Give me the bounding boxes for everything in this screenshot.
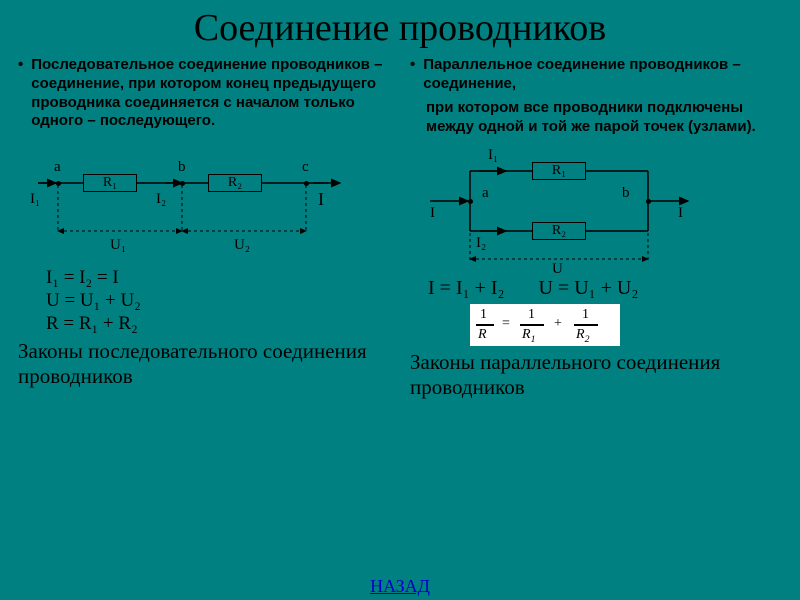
columns: • Последовательное соединение проводнико… xyxy=(0,50,800,400)
lbl-i: I xyxy=(318,189,324,210)
series-formulas: I₁ = I₂ = I U = U₁ + U₂ R = R₁ + R₂ xyxy=(18,267,390,335)
formula-u-equal: U = U₁ + U₂ xyxy=(538,277,638,300)
lbl-u1: U₁ xyxy=(110,237,126,254)
parallel-definition-1: Параллельное соединение проводников – со… xyxy=(423,56,782,94)
parallel-definition-2: при котором все проводники подключены ме… xyxy=(426,98,782,137)
lbl-i2: I₂ xyxy=(156,191,166,208)
resistor-r2: R₂ xyxy=(208,174,262,192)
series-laws-title: Законы последовательного соединения пров… xyxy=(18,339,390,389)
series-definition: Последовательное соединение проводников … xyxy=(31,56,390,131)
lbl-u-p: U xyxy=(552,261,563,278)
lbl-i-right: I xyxy=(678,205,683,222)
resistor-r1: R₁ xyxy=(83,174,137,192)
node-a-p xyxy=(468,199,473,204)
parallel-diagram: R₁ R₂ I₁ a b I I I₂ U xyxy=(410,143,782,273)
bullet-icon: • xyxy=(18,56,23,131)
lbl-b: b xyxy=(178,159,186,176)
resistor-r1-p: R₁ xyxy=(532,162,586,180)
node-c xyxy=(304,181,309,186)
series-diagram: R₁ R₂ a b c I₁ I₂ I U₁ U₂ xyxy=(18,143,390,263)
series-wires xyxy=(18,143,398,263)
column-series: • Последовательное соединение проводнико… xyxy=(18,56,390,400)
lbl-a-p: a xyxy=(482,185,489,202)
column-parallel: • Параллельное соединение проводников – … xyxy=(410,56,782,400)
back-link[interactable]: НАЗАД xyxy=(370,576,430,597)
formula-r-sum: R = R₁ + R₂ xyxy=(46,313,390,335)
parallel-wires xyxy=(410,143,790,273)
lbl-i1-p: I₁ xyxy=(488,147,498,164)
lbl-c: c xyxy=(302,159,309,176)
resistor-r2-p: R₂ xyxy=(532,222,586,240)
parallel-laws-title: Законы параллельного соединения проводни… xyxy=(410,350,782,400)
lbl-b-p: b xyxy=(622,185,630,202)
parallel-formulas: I = I₁ + I₂ U = U₁ + U₂ 1 R = 1 R1 + 1 R… xyxy=(410,277,782,346)
lbl-a: a xyxy=(54,159,61,176)
resistance-fraction-formula: 1 R = 1 R1 + 1 R2 xyxy=(470,304,620,346)
lbl-i1: I₁ xyxy=(30,191,40,208)
node-a xyxy=(56,181,61,186)
formula-u-sum: U = U₁ + U₂ xyxy=(46,290,390,312)
bullet-icon: • xyxy=(410,56,415,94)
lbl-u2: U₂ xyxy=(234,237,250,254)
parallel-bullet: • Параллельное соединение проводников – … xyxy=(410,56,782,94)
series-bullet: • Последовательное соединение проводнико… xyxy=(18,56,390,131)
node-b-p xyxy=(646,199,651,204)
lbl-i2-p: I₂ xyxy=(476,235,486,252)
formula-i-equal: I₁ = I₂ = I xyxy=(46,267,390,289)
node-b xyxy=(180,181,185,186)
slide-title: Соединение проводников xyxy=(0,0,800,50)
formula-i-sum: I = I₁ + I₂ xyxy=(428,277,504,300)
lbl-i-left: I xyxy=(430,205,435,222)
